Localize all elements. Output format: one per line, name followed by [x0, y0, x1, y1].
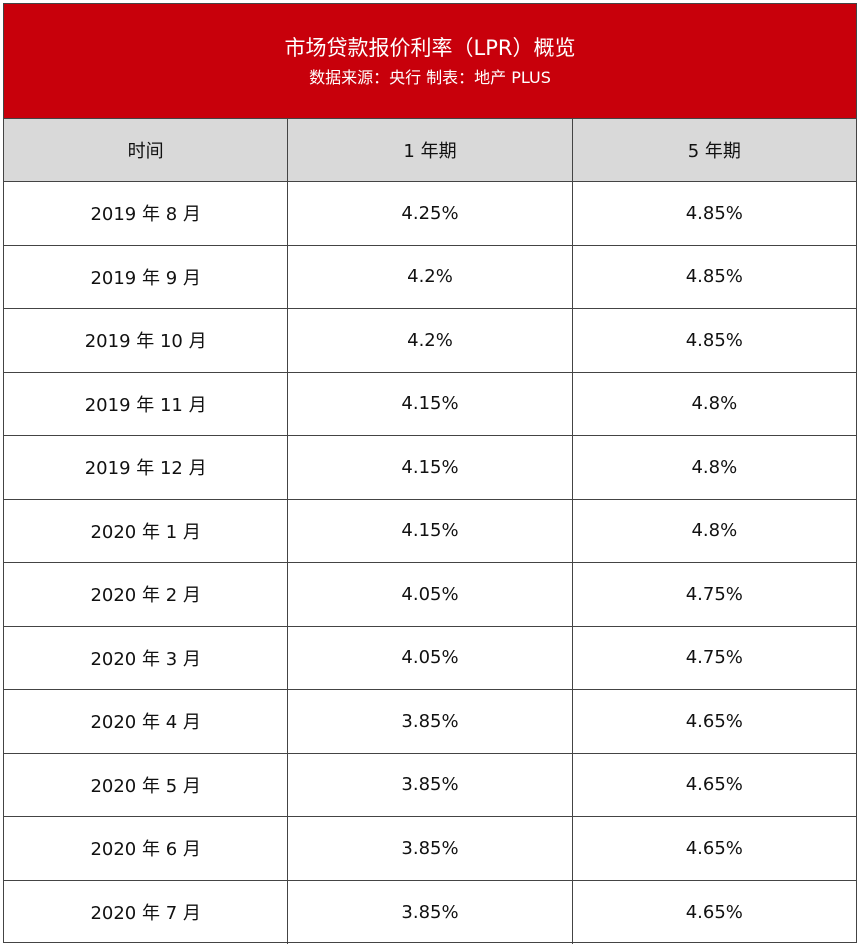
table-row: 2020 年 2 月 4.05% 4.75%	[4, 563, 856, 627]
table-cell: 2020 年 5 月	[4, 753, 289, 816]
table-cell: 4.65%	[685, 837, 743, 859]
table-cell: 4.65%	[685, 901, 743, 923]
table-cell: 4.05%	[288, 626, 573, 689]
table-cell: 2019 年 12 月	[4, 436, 289, 499]
column-header: 时间	[4, 119, 289, 181]
table-cell: 4.85%	[685, 266, 743, 288]
table-row: 2019 年 9 月 4.2% 4.85%	[4, 245, 856, 309]
table-cell: 4.85%	[685, 202, 743, 224]
table-row: 2019 年 12 月 4.15% 4.8%	[4, 436, 856, 500]
table-cell: 4.2%	[288, 245, 573, 308]
table-cell: 2020 年 4 月	[4, 690, 289, 753]
table-cell: 4.75%	[685, 583, 743, 605]
table-cell: 2020 年 7 月	[4, 880, 289, 944]
subtitle: 数据来源：央行 制表：地产 PLUS	[309, 68, 551, 87]
table-cell: 2019 年 8 月	[4, 182, 289, 245]
table-row: 2019 年 10 月 4.2% 4.85%	[4, 309, 856, 373]
table: 时间 1 年期 5 年期 2019 年 8 月 4.25% 4.85% 2019 年 9 月…	[4, 119, 856, 944]
table-cell: 3.85%	[288, 880, 573, 944]
table-cell: 4.8%	[691, 520, 738, 542]
table-cell: 4.2%	[288, 309, 573, 372]
table-row: 2020 年 6 月 3.85% 4.65%	[4, 817, 856, 881]
title: 市场贷款报价利率（LPR）概览	[284, 36, 576, 60]
table-cell: 2019 年 11 月	[4, 372, 289, 435]
table-cell: 3.85%	[288, 817, 573, 880]
column-header: 1 年期	[288, 119, 573, 181]
table-cell: 4.15%	[288, 436, 573, 499]
table-cell: 2019 年 9 月	[4, 245, 289, 308]
table-cell: 2019 年 10 月	[4, 309, 289, 372]
table-cell: 4.85%	[685, 329, 743, 351]
table-cell: 3.85%	[288, 753, 573, 816]
table-row: 2020 年 5 月 3.85% 4.65%	[4, 753, 856, 817]
table-row: 2020 年 4 月 3.85% 4.65%	[4, 690, 856, 754]
table-cell: 2020 年 1 月	[4, 499, 289, 562]
table-cell: 3.85%	[288, 690, 573, 753]
table-row: 2020 年 3 月 4.05% 4.75%	[4, 626, 856, 690]
table-cell: 4.05%	[288, 563, 573, 626]
table-frame: 市场贷款报价利率（LPR）概览 数据来源：央行 制表：地产 PLUS 时间 1 年…	[3, 3, 857, 944]
table-cell: 4.25%	[288, 182, 573, 245]
table-cell: 2020 年 3 月	[4, 626, 289, 689]
table-cell: 4.15%	[288, 372, 573, 435]
header-row: 时间 1 年期 5 年期	[4, 119, 856, 182]
header: 市场贷款报价利率（LPR）概览 数据来源：央行 制表：地产 PLUS	[4, 4, 856, 119]
column-header: 5 年期	[687, 141, 741, 162]
table-row: 2019 年 11 月 4.15% 4.8%	[4, 372, 856, 436]
table-row: 2019 年 8 月 4.25% 4.85%	[4, 182, 856, 246]
table-cell: 2020 年 2 月	[4, 563, 289, 626]
table-cell: 4.75%	[685, 647, 743, 669]
table-cell: 2020 年 6 月	[4, 817, 289, 880]
table-cell: 4.8%	[691, 393, 738, 415]
table-cell: 4.15%	[288, 499, 573, 562]
table-cell: 4.8%	[691, 456, 738, 478]
table-cell: 4.65%	[685, 710, 743, 732]
table-row: 2020 年 7 月 3.85% 4.65%	[4, 880, 856, 944]
table-row: 2020 年 1 月 4.15% 4.8%	[4, 499, 856, 563]
table-cell: 4.65%	[685, 774, 743, 796]
